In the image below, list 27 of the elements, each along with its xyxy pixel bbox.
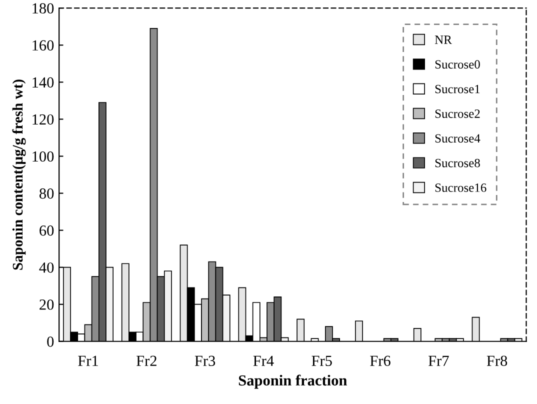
y-tick-label: 0 xyxy=(47,336,54,347)
y-tick-label: 120 xyxy=(32,114,54,125)
legend-label: Sucrose8 xyxy=(435,158,480,168)
x-tick-label: Fr6 xyxy=(370,356,390,366)
legend-label: Sucrose2 xyxy=(435,110,480,118)
x-tick-label: Fr7 xyxy=(428,356,449,366)
x-tick-label: Fr5 xyxy=(312,356,332,366)
legend-label: Sucrose4 xyxy=(435,134,480,143)
x-tick-label: Fr2 xyxy=(136,356,156,366)
x-tick-label: Fr3 xyxy=(194,356,216,366)
legend-label: Sucrose16 xyxy=(435,184,486,192)
y-tick-label: 140 xyxy=(32,77,54,88)
y-tick-label: 180 xyxy=(32,3,54,14)
x-tick-label: Fr8 xyxy=(486,356,508,366)
x-tick-label: Fr4 xyxy=(253,356,274,366)
x-tick-label: Fr1 xyxy=(78,356,98,366)
legend-label: NR xyxy=(434,36,452,44)
y-tick-label: 20 xyxy=(40,299,54,310)
legend-label: Sucrose1 xyxy=(435,84,480,94)
y-tick-label: 80 xyxy=(40,188,54,199)
y-tick-label: 160 xyxy=(32,40,54,51)
y-tick-label: 60 xyxy=(40,225,54,236)
y-tick-label: 100 xyxy=(32,151,54,162)
legend-label: Sucrose0 xyxy=(435,60,480,69)
x-axis-title: Saponin fraction xyxy=(238,374,347,389)
y-axis-title: Saponin content(μg/g fresh wt) xyxy=(12,80,26,270)
y-tick-label: 40 xyxy=(39,262,54,273)
